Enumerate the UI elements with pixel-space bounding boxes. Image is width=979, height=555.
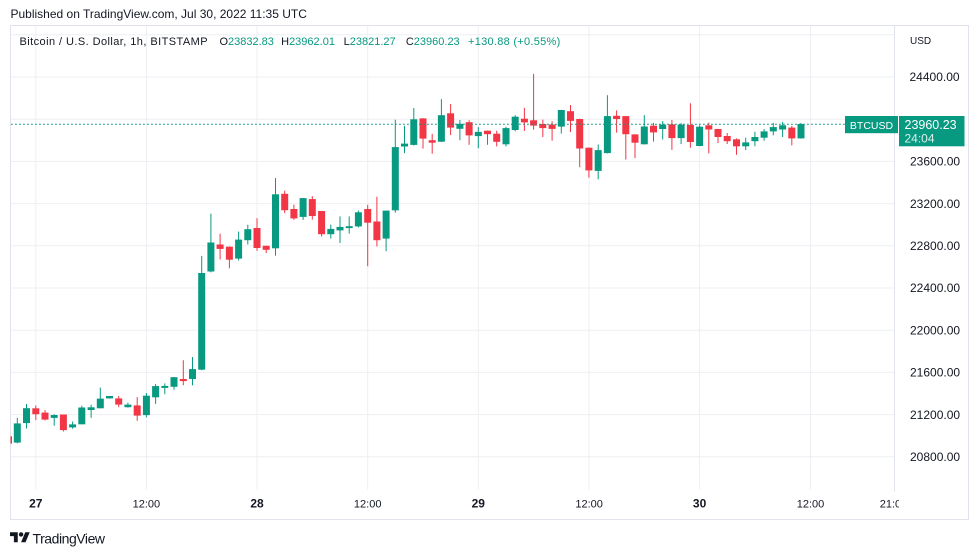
svg-text:30: 30 [693,497,707,511]
svg-text:12:00: 12:00 [575,499,603,511]
svg-text:21600.00: 21600.00 [910,366,960,380]
svg-text:29: 29 [472,497,486,511]
svg-text:20800.00: 20800.00 [910,450,960,464]
svg-text:24400.00: 24400.00 [910,70,960,84]
svg-text:23600.00: 23600.00 [910,155,960,169]
svg-text:23960.23: 23960.23 [905,118,957,132]
svg-text:24:04: 24:04 [905,132,935,146]
svg-text:12:00: 12:00 [354,499,382,511]
svg-text:BTCUSD: BTCUSD [850,120,894,132]
svg-text:28: 28 [250,497,264,511]
svg-text:23200.00: 23200.00 [910,197,960,211]
svg-text:22000.00: 22000.00 [910,323,960,337]
svg-text:USD: USD [910,36,931,47]
svg-text:22400.00: 22400.00 [910,281,960,295]
svg-text:21:00: 21:00 [880,499,908,511]
svg-text:22800.00: 22800.00 [910,239,960,253]
svg-text:27: 27 [29,497,43,511]
svg-text:12:00: 12:00 [133,499,161,511]
svg-text:12:00: 12:00 [797,499,825,511]
svg-text:TradingView: TradingView [33,531,106,547]
svg-text:21200.00: 21200.00 [910,408,960,422]
